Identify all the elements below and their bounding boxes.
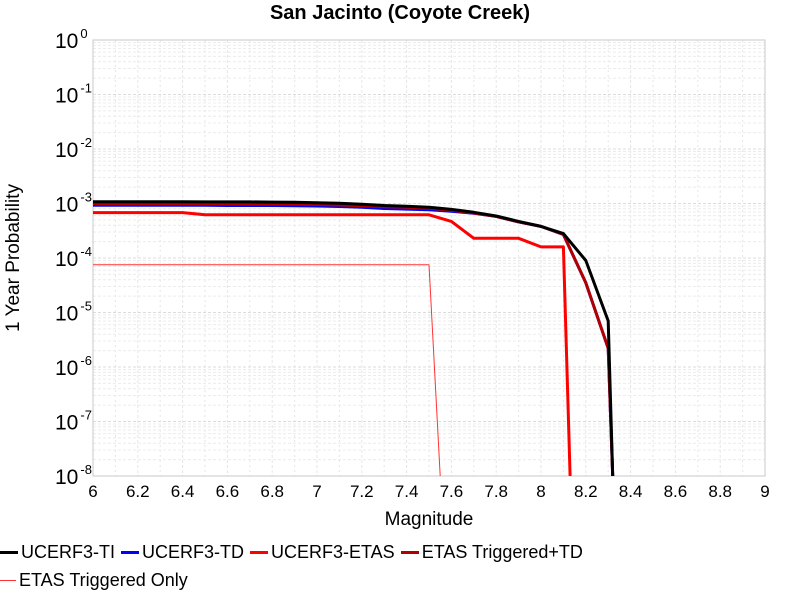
- x-tick-label: 9: [760, 482, 769, 501]
- x-tick-label: 8.6: [664, 482, 688, 501]
- y-tick-label: 10 -2: [55, 135, 92, 162]
- legend-item-ucerf3-etas: UCERF3-ETAS: [250, 542, 401, 563]
- x-tick-label: 8.2: [574, 482, 598, 501]
- legend: UCERF3-TI UCERF3-TD UCERF3-ETAS ETAS Tri…: [0, 538, 800, 594]
- legend-label: UCERF3-ETAS: [271, 541, 395, 562]
- series-line-ucerf3-ti: [93, 200, 615, 477]
- legend-label: UCERF3-TD: [142, 541, 244, 562]
- legend-swatch: [0, 550, 18, 554]
- x-ticks: 6 6.2 6.4 6.6 6.8 7 7.2 7.4 7.6 7.8 8 8.2 8.4 8.6 8.8 9: [88, 482, 769, 501]
- legend-label: UCERF3-TI: [21, 541, 115, 562]
- x-tick-label: 7.2: [350, 482, 374, 501]
- x-tick-label: 6.6: [216, 482, 240, 501]
- x-tick-label: 6: [88, 482, 97, 501]
- x-tick-label: 7.8: [484, 482, 508, 501]
- legend-item-etas-triggered-td: ETAS Triggered+TD: [400, 541, 589, 563]
- x-tick-label: 8: [536, 482, 545, 501]
- legend-label: ETAS Triggered Only: [19, 569, 188, 590]
- y-tick-label: 10 -4: [55, 244, 92, 271]
- y-tick-label: 10 -1: [55, 81, 92, 108]
- legend-row-1: UCERF3-TI UCERF3-TD UCERF3-ETAS ETAS Tri…: [0, 538, 800, 566]
- legend-item-ucerf3-ti: UCERF3-TI: [0, 542, 121, 563]
- y-tick-label: 10 -6: [55, 353, 92, 380]
- y-tick-label: 10 -8: [55, 462, 92, 489]
- legend-swatch: [121, 550, 139, 554]
- y-tick-label: 10 -3: [55, 190, 92, 217]
- grid: [92, 39, 766, 477]
- legend-item-ucerf3-td: UCERF3-TD: [121, 542, 250, 563]
- legend-label: ETAS Triggered+TD: [421, 541, 583, 562]
- x-tick-label: 7.4: [395, 482, 419, 501]
- legend-swatch: [250, 550, 268, 554]
- y-tick-label: 10 0: [55, 26, 88, 53]
- x-tick-label: 6.4: [171, 482, 195, 501]
- x-axis-label: Magnitude: [385, 509, 474, 530]
- series-layer: [93, 200, 615, 477]
- plot-area: [92, 39, 766, 477]
- x-tick-label: 6.8: [260, 482, 284, 501]
- x-tick-label: 8.8: [708, 482, 732, 501]
- y-axis-label: 1 Year Probability: [3, 184, 24, 332]
- x-tick-label: 7: [312, 482, 321, 501]
- legend-swatch: [0, 579, 16, 581]
- y-tick-label: 10 -7: [55, 408, 92, 435]
- x-tick-label: 6.2: [126, 482, 150, 501]
- legend-row-2: ETAS Triggered Only: [0, 566, 800, 594]
- chart-title: San Jacinto (Coyote Creek): [270, 2, 530, 24]
- series-line-ucerf3-etas: [93, 211, 572, 477]
- y-tick-label: 10 -5: [55, 299, 92, 326]
- x-tick-label: 7.6: [440, 482, 464, 501]
- x-tick-label: 8.4: [619, 482, 643, 501]
- legend-swatch: [400, 550, 419, 554]
- legend-item-etas-triggered-only: ETAS Triggered Only: [0, 570, 194, 591]
- chart: San Jacinto (Coyote Creek) 6 6.2 6.4 6.6 6.8…: [3, 2, 770, 530]
- series-line-etas-triggered-only: [93, 264, 441, 477]
